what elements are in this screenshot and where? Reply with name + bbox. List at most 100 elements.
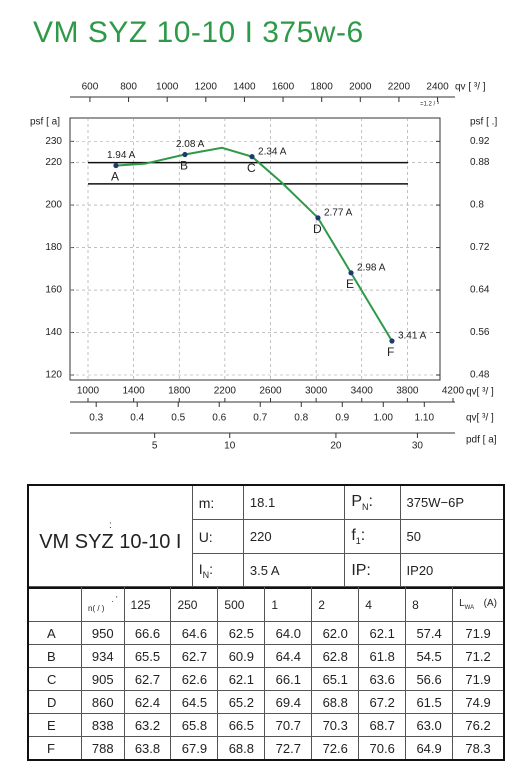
model-note: : — [108, 519, 112, 531]
row-letter: E — [27, 713, 82, 737]
noise-value: 64.4 — [264, 644, 313, 668]
density-note: =1.2 / ³ — [420, 102, 439, 108]
noise-header-row: . ' n( / ) 125 250 500 1 2 4 8 LWA (A) — [27, 586, 505, 622]
x3-tick-label: 0.8 — [294, 413, 308, 424]
y-tick-label: 220 — [45, 157, 62, 168]
header-lwa: LWA (A) — [452, 586, 505, 622]
x4-tick-label: 30 — [412, 441, 424, 452]
y2-tick-label: 0.72 — [470, 242, 490, 253]
x4-tick-label: 10 — [224, 441, 236, 452]
y2-tick-label: 0.64 — [470, 285, 490, 296]
x3-tick-label: 0.3 — [89, 413, 103, 424]
noise-value: 905 — [81, 667, 125, 691]
header-cell: . ' n( / ) — [81, 586, 125, 622]
x3-axis-label: qv[ ³/ ] — [466, 413, 494, 424]
lwa-subscript: WA — [464, 604, 475, 611]
param-colon: : — [368, 492, 373, 510]
x-tick-label: 1000 — [77, 386, 100, 397]
param-value: 220 — [242, 519, 346, 554]
noise-value: 62.5 — [217, 621, 266, 645]
x2-tick-label: 1200 — [195, 82, 218, 93]
param-colon: : — [209, 561, 213, 578]
param-value: 18.1 — [242, 484, 346, 520]
x2-axis-label: qv [ ³/ ] — [455, 82, 486, 93]
header-band: 2 — [318, 597, 325, 612]
noise-value: 64.5 — [170, 690, 219, 714]
x3-tick-label: 0.7 — [253, 413, 267, 424]
header-band: 500 — [224, 597, 245, 612]
x3-tick-label: 1.00 — [374, 413, 394, 424]
noise-table: . ' n( / ) 125 250 500 1 2 4 8 LWA (A) A 950 66.6 64.6… — [27, 586, 505, 761]
y-tick-label: 120 — [45, 370, 62, 381]
point-letter: F — [387, 345, 394, 359]
x4-axis-label: pdf [ a] — [466, 435, 497, 446]
noise-value: 69.4 — [264, 690, 313, 714]
header-cell: 2 — [311, 586, 360, 622]
point-letter: E — [346, 277, 354, 291]
x3-tick-label: 0.5 — [171, 413, 185, 424]
noise-value: 934 — [81, 644, 125, 668]
point-current: 2.98 A — [357, 262, 386, 273]
noise-value: 64.0 — [264, 621, 313, 645]
header-cell: 8 — [405, 586, 454, 622]
x2-tick-label: 600 — [82, 82, 99, 93]
param-label: PN: — [344, 484, 401, 520]
noise-row: C 905 62.7 62.6 62.1 66.1 65.1 63.6 56.6 71.9 — [27, 667, 505, 691]
header-note: . ' — [111, 595, 118, 604]
noise-value: 68.8 — [311, 690, 360, 714]
noise-value: 63.6 — [358, 667, 407, 691]
noise-value: 63.8 — [123, 736, 172, 761]
noise-value: 72.7 — [264, 736, 313, 761]
x2-tick-label: 800 — [120, 82, 137, 93]
param-symbol: U: — [198, 528, 213, 545]
noise-value: 63.2 — [123, 713, 172, 737]
noise-value: 62.8 — [311, 644, 360, 668]
header-cell: 1 — [264, 586, 313, 622]
header-cell: 500 — [217, 586, 266, 622]
plot-frame — [69, 117, 441, 381]
x2-tick-label: 1400 — [233, 82, 256, 93]
param-label: IP: — [344, 553, 401, 589]
noise-value: 68.7 — [358, 713, 407, 737]
param-symbol: m: — [198, 494, 215, 511]
header-band: 250 — [177, 597, 198, 612]
x2-tick-label: 2400 — [426, 82, 449, 93]
header-cell: 4 — [358, 586, 407, 622]
point-current: 2.77 A — [324, 207, 353, 218]
param-subscript: N — [202, 569, 210, 580]
row-letter: C — [27, 667, 82, 691]
row-letter: A — [27, 621, 82, 645]
noise-value: 65.8 — [170, 713, 219, 737]
noise-value: 56.6 — [405, 667, 454, 691]
operating-point — [182, 151, 188, 158]
noise-value: 76.2 — [452, 713, 505, 737]
x3-tick-label: 1.10 — [415, 413, 435, 424]
x3-tick-label: 0.4 — [130, 413, 144, 424]
noise-value: 68.8 — [217, 736, 266, 761]
noise-row: F 788 63.8 67.9 68.8 72.7 72.6 70.6 64.9 78.3 — [27, 736, 505, 761]
noise-value: 62.7 — [170, 644, 219, 668]
y-tick-label: 160 — [45, 285, 62, 296]
noise-value: 66.6 — [123, 621, 172, 645]
point-current: 2.08 A — [176, 139, 205, 150]
y2-tick-label: 0.48 — [470, 370, 490, 381]
header-blank — [27, 586, 82, 622]
y-axis-label: psf [ a] — [30, 117, 60, 128]
noise-value: 63.0 — [405, 713, 454, 737]
noise-row: D 860 62.4 64.5 65.2 69.4 68.8 67.2 61.5 74.9 — [27, 690, 505, 714]
model-name: VM SYZ 10-10 I — [39, 530, 182, 553]
noise-row: A 950 66.6 64.6 62.5 64.0 62.0 62.1 57.4 71.9 — [27, 621, 505, 645]
param-label: m: — [191, 484, 244, 520]
noise-value: 71.2 — [452, 644, 505, 668]
noise-row: E 838 63.2 65.8 66.5 70.7 70.3 68.7 63.0 76.2 — [27, 713, 505, 737]
noise-value: 72.6 — [311, 736, 360, 761]
x3-tick-label: 0.9 — [335, 413, 349, 424]
row-letter: F — [27, 736, 82, 761]
row-letter: B — [27, 644, 82, 668]
x4-tick-label: 5 — [152, 441, 158, 452]
point-letter: A — [111, 170, 119, 184]
operating-point — [348, 270, 354, 276]
point-current: 1.94 A — [107, 150, 136, 161]
